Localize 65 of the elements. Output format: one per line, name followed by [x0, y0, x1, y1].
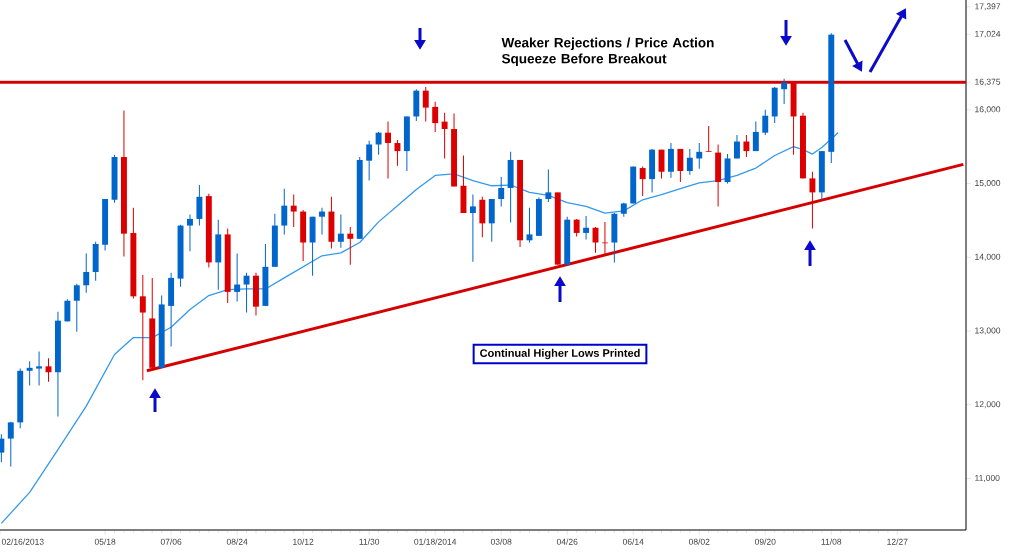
x-tick-label: 05/18 — [94, 538, 116, 545]
x-tick-label: 01/18/2014 — [414, 538, 457, 545]
candlestick — [281, 188, 288, 235]
candlestick — [83, 253, 90, 294]
x-tick-label: 07/06 — [160, 538, 182, 545]
y-tick-label: 16,000 — [975, 106, 1001, 114]
candlestick — [73, 283, 80, 333]
x-tick-label: 12/27 — [887, 538, 908, 545]
candlestick — [639, 166, 646, 197]
candlestick — [234, 253, 241, 302]
candlestick — [139, 274, 146, 381]
candlestick — [337, 214, 344, 249]
x-tick-label: 08/02 — [688, 538, 710, 545]
candlestick — [479, 196, 486, 238]
candlestick — [7, 421, 14, 468]
x-tick-label: 04/26 — [556, 538, 578, 545]
y-tick-label: 16,375 — [975, 78, 1001, 86]
candlestick — [422, 86, 429, 123]
candlestick — [705, 125, 712, 153]
candlestick — [545, 169, 552, 203]
annotation: Continual Higher Lows Printed — [480, 348, 640, 360]
candlestick — [196, 184, 203, 227]
candlestick — [375, 131, 382, 156]
candlestick — [243, 272, 250, 314]
annotation: Weaker Rejections / Price Action Squeeze Before Breakout — [501, 37, 714, 67]
candlestick — [583, 215, 590, 241]
candlestick — [686, 148, 693, 176]
y-tick-label: 17,024 — [975, 30, 1001, 38]
candlestick — [319, 207, 325, 235]
candlestick — [187, 214, 193, 252]
x-tick-label: 08/24 — [226, 538, 248, 545]
x-tick-label: 11/30 — [359, 538, 380, 545]
candlestick — [752, 121, 759, 152]
candlestick — [0, 433, 5, 463]
candlestick — [26, 360, 33, 387]
candlestick — [36, 351, 43, 387]
candlestick — [394, 139, 401, 167]
candlestick — [743, 134, 750, 158]
x-tick-label: 02/16/2013 — [1, 538, 44, 545]
y-tick-label: 17,397 — [975, 3, 1001, 11]
y-tick-label: 11,000 — [975, 474, 1000, 482]
x-tick-label: 09/20 — [754, 538, 776, 545]
candlestick — [469, 194, 476, 263]
candlestick — [762, 109, 769, 136]
y-tick-label: 12,000 — [975, 401, 1001, 409]
candlestick — [366, 140, 373, 182]
candlestick — [385, 121, 391, 179]
candlestick — [441, 112, 448, 159]
candlestick — [724, 153, 731, 185]
candlestick — [667, 142, 674, 179]
candlestick — [290, 194, 297, 228]
candlestick — [809, 171, 816, 230]
candlestick — [498, 176, 505, 207]
candlestick — [677, 148, 684, 183]
candlestick — [696, 142, 703, 170]
x-tick-label: 11/08 — [821, 538, 842, 545]
candlestick — [347, 226, 354, 266]
x-tick-label: 10/12 — [293, 538, 314, 545]
y-tick-label: 14,000 — [975, 253, 1001, 261]
y-tick-label: 13,000 — [975, 327, 1001, 335]
x-tick-label: 06/14 — [622, 538, 644, 545]
candlestick — [781, 78, 788, 105]
x-tick-label: 03/08 — [490, 538, 512, 545]
candlestick — [432, 101, 439, 133]
y-tick-label: 15,000 — [975, 180, 1001, 188]
